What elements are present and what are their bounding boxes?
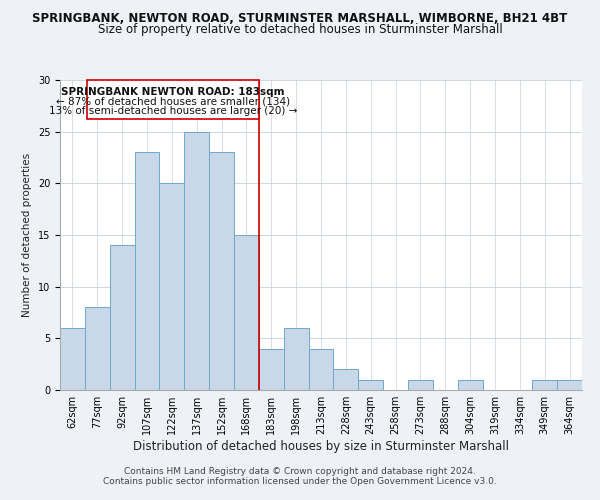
Bar [334,370,358,390]
Bar [408,380,433,390]
Text: ← 87% of detached houses are smaller (134): ← 87% of detached houses are smaller (13… [56,96,290,106]
Bar [209,152,234,390]
Bar [184,132,209,390]
Bar [259,348,284,390]
Bar [532,380,557,390]
Bar [308,348,334,390]
Text: Size of property relative to detached houses in Sturminster Marshall: Size of property relative to detached ho… [98,22,502,36]
Y-axis label: Number of detached properties: Number of detached properties [22,153,32,317]
Bar [284,328,308,390]
Text: Contains HM Land Registry data © Crown copyright and database right 2024.: Contains HM Land Registry data © Crown c… [124,467,476,476]
Bar [110,246,134,390]
Bar [234,235,259,390]
Text: Contains public sector information licensed under the Open Government Licence v3: Contains public sector information licen… [103,477,497,486]
Bar [358,380,383,390]
Text: SPRINGBANK NEWTON ROAD: 183sqm: SPRINGBANK NEWTON ROAD: 183sqm [61,87,285,97]
Text: SPRINGBANK, NEWTON ROAD, STURMINSTER MARSHALL, WIMBORNE, BH21 4BT: SPRINGBANK, NEWTON ROAD, STURMINSTER MAR… [32,12,568,26]
Bar [134,152,160,390]
Bar [60,328,85,390]
Bar [557,380,582,390]
Bar [160,184,184,390]
FancyBboxPatch shape [88,80,259,120]
Bar [85,308,110,390]
Text: 13% of semi-detached houses are larger (20) →: 13% of semi-detached houses are larger (… [49,106,297,116]
Bar [458,380,482,390]
X-axis label: Distribution of detached houses by size in Sturminster Marshall: Distribution of detached houses by size … [133,440,509,453]
